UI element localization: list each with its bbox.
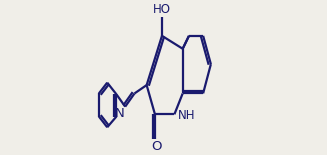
Text: O: O bbox=[151, 140, 162, 153]
Text: HO: HO bbox=[153, 3, 171, 16]
Text: NH: NH bbox=[178, 109, 196, 122]
Text: N: N bbox=[115, 107, 125, 120]
